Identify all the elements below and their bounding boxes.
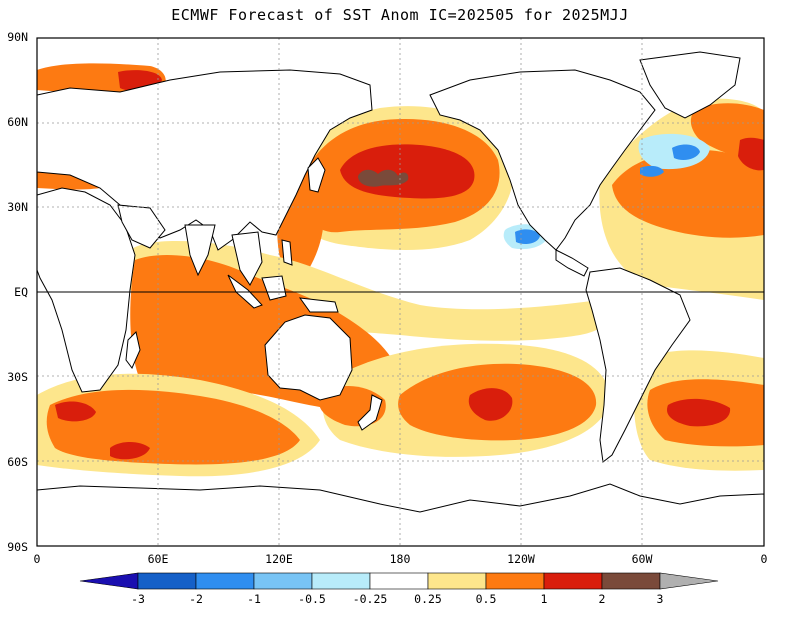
graticule bbox=[37, 38, 764, 546]
arabia-outline bbox=[117, 204, 166, 249]
greenland-outline bbox=[639, 51, 741, 119]
colorbar-label-minus2: -2 bbox=[189, 592, 203, 606]
lat-label-30n: 30N bbox=[7, 200, 28, 214]
colorbar-swatch-above-3 bbox=[659, 572, 719, 590]
australia-outline bbox=[264, 314, 353, 401]
borneo-outline bbox=[261, 275, 287, 301]
lat-label-60s: 60S bbox=[7, 455, 28, 469]
lon-label-60w: 60W bbox=[631, 552, 653, 566]
japan-outline bbox=[307, 157, 326, 193]
colorbar-label-2: 2 bbox=[598, 592, 606, 606]
south-atlantic-west-strong bbox=[55, 401, 96, 422]
africa-outline bbox=[37, 187, 136, 393]
colorbar-swatch-minus2-minus1 bbox=[195, 572, 255, 590]
coastlines bbox=[37, 51, 764, 546]
colorbar-swatch-1-2 bbox=[543, 572, 603, 590]
lat-label-90n: 90N bbox=[7, 30, 28, 44]
colorbar-swatch-minus05-minus025 bbox=[311, 572, 371, 590]
lon-label-0-east: 0 bbox=[760, 552, 768, 566]
lat-label-30s: 30S bbox=[7, 370, 28, 384]
north-america-outline bbox=[429, 69, 656, 251]
south-indian-warm bbox=[46, 389, 300, 465]
gulf-stream-cool bbox=[672, 144, 700, 160]
colorbar-swatch-minus1-minus05 bbox=[253, 572, 313, 590]
south-pacific-strong-warm bbox=[468, 388, 513, 421]
indochina-outline bbox=[231, 231, 263, 286]
lat-label-90s: 90S bbox=[7, 540, 28, 554]
colorbar-label-minus05: -0.5 bbox=[298, 592, 326, 606]
colorbar bbox=[79, 572, 719, 590]
lon-label-120w: 120W bbox=[507, 552, 535, 566]
philippines-outline bbox=[281, 239, 293, 266]
sargasso-cool bbox=[640, 165, 664, 177]
lat-label-eq: EQ bbox=[14, 285, 28, 299]
colorbar-label-minus1: -1 bbox=[247, 592, 261, 606]
lat-label-60n: 60N bbox=[7, 115, 28, 129]
central-america-outline bbox=[555, 249, 589, 277]
madagascar-outline bbox=[125, 331, 141, 369]
colorbar-swatch-neutral bbox=[369, 572, 429, 590]
north-pacific-very-strong-warm bbox=[358, 169, 409, 187]
colorbar-label-3: 3 bbox=[656, 592, 664, 606]
north-atlantic-strong-warm bbox=[738, 137, 764, 171]
map-title: ECMWF Forecast of SST Anom IC=202505 for… bbox=[171, 6, 629, 24]
colorbar-swatch-below-minus3 bbox=[79, 572, 139, 590]
lon-label-120e: 120E bbox=[265, 552, 293, 566]
south-indian-strong-warm bbox=[110, 442, 150, 460]
lon-label-0: 0 bbox=[33, 552, 41, 566]
colorbar-swatch-05-1 bbox=[485, 572, 545, 590]
colorbar-swatch-025-05 bbox=[427, 572, 487, 590]
anomaly-shading bbox=[37, 63, 764, 477]
colorbar-swatch-minus3-minus2 bbox=[137, 572, 197, 590]
lon-label-180: 180 bbox=[389, 552, 411, 566]
colorbar-label-025: 0.25 bbox=[414, 592, 442, 606]
new-guinea-outline bbox=[298, 297, 339, 313]
colorbar-label-05: 0.5 bbox=[475, 592, 497, 606]
colorbar-label-1: 1 bbox=[540, 592, 548, 606]
colorbar-label-minus3: -3 bbox=[131, 592, 145, 606]
lon-label-60e: 60E bbox=[147, 552, 169, 566]
antarctica-outline bbox=[37, 483, 764, 546]
colorbar-swatch-2-3 bbox=[601, 572, 661, 590]
new-zealand-outline bbox=[357, 394, 383, 431]
south-atlantic-strong-warm bbox=[666, 398, 731, 427]
map-frame bbox=[36, 37, 765, 547]
india-outline bbox=[184, 224, 216, 277]
colorbar-label-minus025: -0.25 bbox=[352, 592, 388, 606]
